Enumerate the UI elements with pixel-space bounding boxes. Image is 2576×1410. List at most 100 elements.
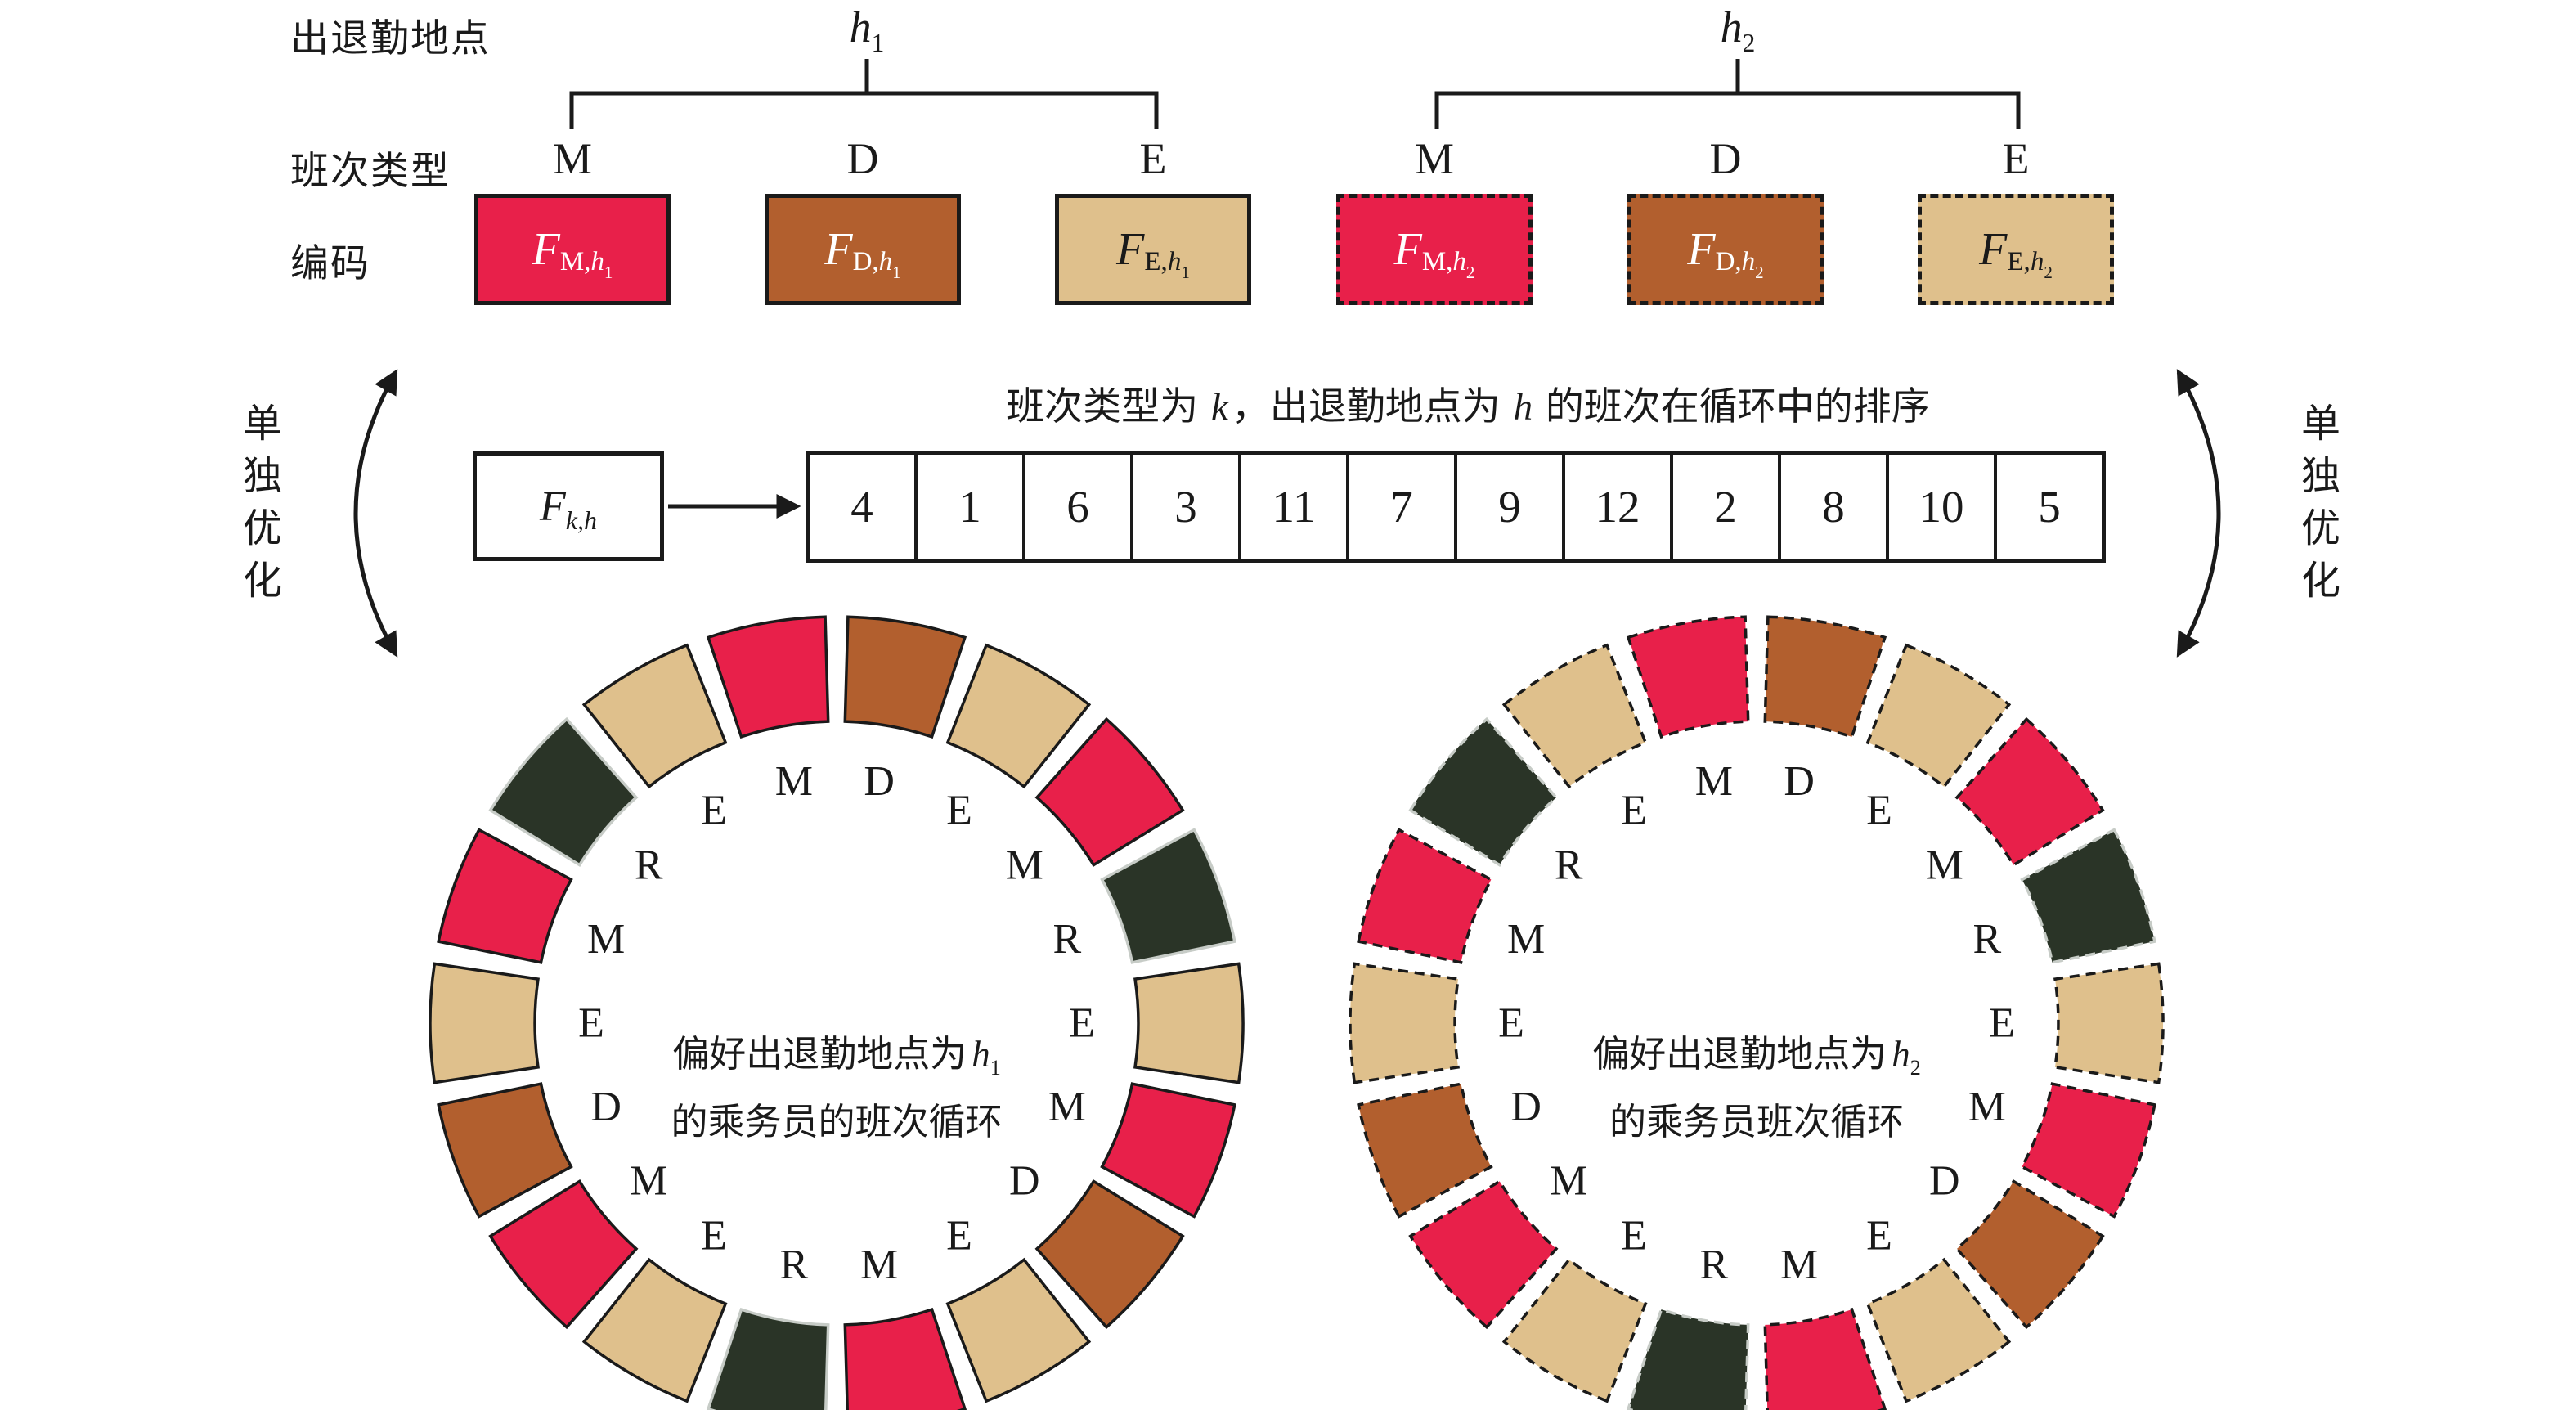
ring-label-E: E — [701, 788, 727, 834]
ring-segment-D — [1954, 1179, 2105, 1330]
encoding-box-main: F — [532, 224, 560, 275]
ring-label-D: D — [590, 1084, 622, 1130]
left-caption-var: h — [972, 1034, 990, 1075]
ring-label-E: E — [946, 788, 972, 834]
ring-segment-D — [1357, 1082, 1493, 1219]
ring-segment-M — [1626, 615, 1750, 739]
ring-segment-D — [843, 615, 967, 739]
encoding-box-main: F — [1687, 224, 1716, 275]
fkh-sub: k,h — [566, 505, 597, 536]
sequence-cell-6: 6 — [1022, 455, 1130, 559]
sequence-cell-1: 1 — [914, 455, 1022, 559]
ring-segment-E — [1865, 1257, 2012, 1403]
left-caption-sub: 1 — [990, 1056, 1001, 1080]
shift-letter-M-h2: M — [1414, 134, 1454, 183]
shift-letter-M-h1: M — [552, 134, 592, 183]
encoding-box-FE,h1: F E,h1 — [1055, 194, 1251, 305]
encoding-box-subscript: E,h1 — [1144, 247, 1190, 282]
ring-segment-E — [1501, 643, 1648, 789]
ring-label-M: M — [1550, 1157, 1587, 1204]
shift-letter-E-h2: E — [2002, 134, 2030, 183]
ring-label-R: R — [635, 842, 663, 889]
ring-segment-R — [706, 1307, 830, 1410]
encoding-box-subscript: M,h1 — [559, 247, 613, 282]
sequence-cell-10: 10 — [1886, 455, 1994, 559]
ring-label-E: E — [1069, 1000, 1095, 1047]
h1-sub: 1 — [871, 28, 885, 57]
encoding-box-FE,h2: F E,h2 — [1918, 194, 2114, 305]
right-caption-sub: 2 — [1910, 1056, 1921, 1080]
caption-var-k: k — [1210, 386, 1228, 429]
ring-segment-E — [1349, 962, 1460, 1084]
ring-segment-M — [1763, 1307, 1887, 1410]
ring-label-E: E — [1866, 1212, 1892, 1259]
sequence-cell-12: 12 — [1562, 455, 1670, 559]
ring-segment-R — [488, 716, 639, 868]
ring-label-D: D — [1929, 1157, 1960, 1204]
sequence-caption: 班次类型为 k，出退勤地点为 h 的班次在循环中的排序 — [895, 375, 2040, 431]
ring-segment-D — [1034, 1179, 1185, 1330]
ring-segment-M — [706, 615, 830, 739]
right-circle-caption-line2: 的乘务员班次循环 — [1609, 1102, 1904, 1143]
ring-segment-M — [1034, 716, 1185, 868]
fkh-sub-k: k, — [565, 505, 584, 535]
h2-sub: 2 — [1742, 28, 1756, 57]
ring-segment-E — [945, 643, 1092, 789]
ring-segment-M — [843, 1307, 967, 1410]
ring-label-M: M — [587, 916, 625, 963]
right-circle-caption-line1: 偏好出退勤地点为 h2 — [1446, 1027, 2067, 1095]
h2-bracket — [1434, 59, 2021, 129]
ring-label-E: E — [701, 1212, 727, 1259]
ring-label-M: M — [860, 1242, 898, 1288]
caption-var-h: h — [1513, 386, 1533, 429]
ring-label-M: M — [1695, 758, 1733, 805]
ring-label-D: D — [864, 758, 895, 805]
ring-label-R: R — [1555, 842, 1583, 889]
ring-label-M: M — [1926, 842, 1963, 889]
ring-label-D: D — [1009, 1157, 1040, 1204]
left-double-arrow — [353, 369, 398, 658]
ring-segment-R — [2020, 828, 2156, 964]
encoding-box-main: F — [1979, 224, 2008, 275]
ring-segment-M — [1357, 828, 1493, 964]
encoding-box-FD,h2: F D,h2 — [1627, 194, 1824, 305]
ring-label-E: E — [1621, 1212, 1647, 1259]
ring-segment-M — [488, 1179, 639, 1330]
encoding-box-subscript: D,h1 — [852, 247, 901, 282]
shift-letter-E-h1: E — [1139, 134, 1167, 183]
ring-label-M: M — [1507, 916, 1545, 963]
encoding-box-subscript: M,h2 — [1421, 247, 1475, 282]
fkh-main: F — [540, 483, 566, 530]
ring-segment-E — [1133, 962, 1245, 1084]
ring-segment-M — [1954, 716, 2105, 868]
ring-segment-E — [581, 643, 728, 789]
h2-var: h — [1720, 2, 1743, 52]
sequence-cell-8: 8 — [1778, 455, 1886, 559]
ring-segment-E — [945, 1257, 1092, 1403]
ring-label-M: M — [1006, 842, 1043, 889]
sequence-cell-11: 11 — [1238, 455, 1346, 559]
ring-segment-E — [2053, 962, 2165, 1084]
encoding-box-FM,h1: F M,h1 — [474, 194, 671, 305]
right-circle-caption: 偏好出退勤地点为 h2 的乘务员班次循环 — [1446, 1027, 2067, 1150]
caption-part2: ，出退勤地点为 — [1231, 386, 1510, 429]
encoding-row-label: 编码 — [290, 243, 370, 285]
ring-segment-M — [2020, 1082, 2156, 1219]
left-caption-prefix: 偏好出退勤地点为 — [672, 1034, 967, 1075]
ring-label-E: E — [1989, 1000, 2015, 1047]
left-circle-caption-line1: 偏好出退勤地点为 h1 — [526, 1027, 1147, 1095]
h1-label: h1 — [801, 2, 932, 58]
ring-segment-M — [1408, 1179, 1559, 1330]
left-circle-caption-line2: 的乘务员的班次循环 — [671, 1102, 1003, 1143]
cycle-order-sequence: 4 1 6 3 11 7 9 12 2 8 10 5 — [806, 451, 2106, 563]
ring-label-R: R — [1700, 1242, 1729, 1288]
ring-label-D: D — [1784, 758, 1815, 805]
shift-type-row-label: 班次类型 — [290, 150, 451, 193]
h1-var: h — [849, 2, 872, 52]
ring-label-E: E — [1866, 788, 1892, 834]
ring-segment-E — [429, 962, 540, 1084]
ring-label-R: R — [1973, 916, 2002, 963]
